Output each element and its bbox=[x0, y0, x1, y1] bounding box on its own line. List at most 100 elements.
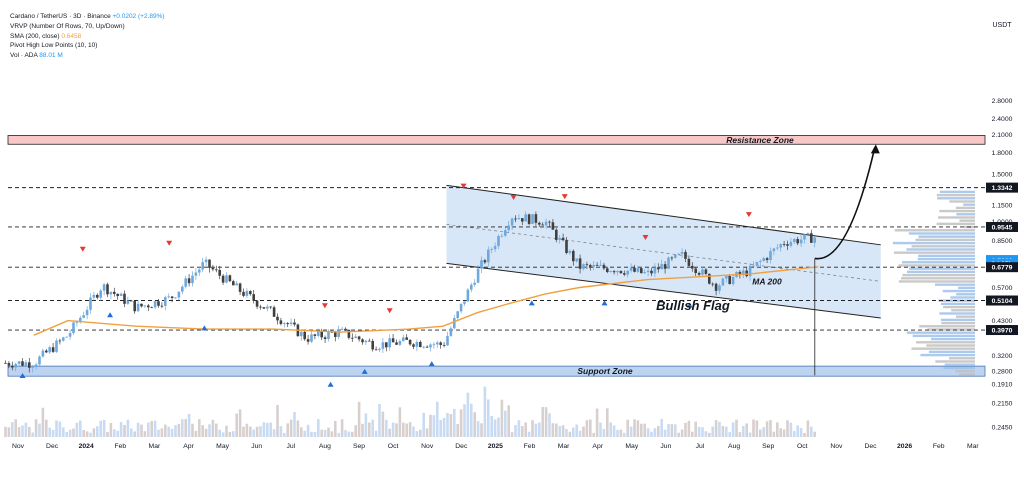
candle-body bbox=[554, 229, 558, 240]
volume-bar bbox=[677, 432, 680, 437]
volume-bar bbox=[531, 420, 534, 437]
candle bbox=[388, 334, 391, 351]
chart-legend: Cardano / TetherUS · 3D · Binance +0.020… bbox=[10, 12, 165, 61]
candle-body bbox=[707, 273, 711, 284]
candle-body bbox=[595, 264, 599, 266]
candle-body bbox=[401, 337, 405, 342]
candle-body bbox=[228, 275, 232, 282]
candle-body bbox=[194, 272, 198, 276]
candle-body bbox=[109, 291, 113, 295]
volume-bar bbox=[364, 413, 368, 437]
volume-bar bbox=[432, 415, 436, 437]
volume-bar bbox=[333, 420, 337, 437]
volume-bar bbox=[480, 423, 483, 437]
volume-bar bbox=[119, 422, 123, 437]
volume-bar bbox=[109, 423, 113, 437]
volume-bar bbox=[221, 432, 225, 437]
candle-body bbox=[643, 272, 646, 274]
candle-body bbox=[55, 340, 58, 352]
candle bbox=[775, 243, 779, 251]
candle-body bbox=[384, 342, 388, 348]
y-tick-label: 0.3200 bbox=[992, 353, 1013, 360]
pivot-low-marker bbox=[686, 302, 693, 308]
candle bbox=[344, 327, 347, 331]
candle-body bbox=[41, 350, 45, 357]
candle-body bbox=[218, 269, 221, 276]
price-tag-label: 0.6779 bbox=[992, 265, 1013, 272]
candle bbox=[89, 293, 92, 314]
volume-bar bbox=[197, 419, 201, 437]
volume-bar bbox=[129, 428, 133, 437]
volume-profile-bar bbox=[938, 216, 975, 219]
volume-profile-bar bbox=[955, 206, 975, 210]
candle bbox=[748, 262, 752, 281]
candle-body bbox=[490, 249, 493, 250]
candle bbox=[163, 295, 167, 311]
candle-body bbox=[711, 283, 714, 285]
x-tick-label: Feb bbox=[114, 443, 126, 450]
legend-volume-row[interactable]: Vol · ADA 88.01 M bbox=[10, 51, 165, 61]
volume-profile-bar bbox=[894, 229, 975, 232]
volume-bar bbox=[680, 429, 684, 437]
candle-body bbox=[102, 284, 106, 291]
candle-body bbox=[106, 284, 109, 295]
ma200-label: MA 200 bbox=[752, 277, 782, 287]
symbol-title[interactable]: Cardano / TetherUS · 3D · Binance bbox=[10, 13, 111, 20]
candle bbox=[160, 302, 164, 309]
candle bbox=[500, 233, 504, 238]
candle bbox=[483, 258, 487, 265]
volume-bar bbox=[663, 429, 667, 437]
volume-profile-bar bbox=[956, 293, 975, 296]
pivot-low-marker bbox=[361, 368, 368, 374]
candle-body bbox=[48, 347, 51, 353]
candle-body bbox=[7, 363, 11, 366]
volume-bar bbox=[792, 431, 796, 437]
volume-bar bbox=[762, 427, 765, 437]
candle bbox=[405, 334, 408, 340]
candle bbox=[269, 306, 272, 310]
volume-bar bbox=[350, 431, 354, 437]
volume-bar bbox=[293, 411, 296, 437]
volume-bar bbox=[578, 430, 582, 437]
candle-body bbox=[126, 300, 130, 304]
candle-body bbox=[558, 237, 561, 240]
candle bbox=[119, 292, 123, 297]
volume-bar bbox=[738, 432, 742, 437]
price-change: +0.0202 (+2.89%) bbox=[112, 13, 165, 20]
volume-bar bbox=[452, 408, 456, 437]
candle-body bbox=[694, 268, 697, 273]
volume-bar bbox=[313, 431, 317, 437]
legend-sma-row[interactable]: SMA (200, close) 0.6458 bbox=[10, 32, 165, 42]
candle-body bbox=[677, 253, 680, 255]
candle-body bbox=[201, 262, 204, 270]
candle-body bbox=[303, 331, 306, 340]
candle bbox=[299, 329, 303, 341]
volume-profile-bar bbox=[898, 280, 975, 283]
x-tick-label: May bbox=[625, 443, 638, 450]
candle-body bbox=[633, 267, 636, 272]
volume-bar bbox=[150, 421, 153, 437]
candle bbox=[143, 305, 147, 309]
candle bbox=[497, 234, 500, 250]
candle bbox=[728, 274, 731, 285]
volume-bar bbox=[214, 423, 218, 437]
volume-bar bbox=[225, 425, 228, 437]
volume-bar bbox=[85, 431, 89, 437]
candle-body bbox=[537, 222, 541, 225]
candle bbox=[276, 313, 279, 325]
candle-body bbox=[412, 344, 415, 347]
volume-profile-bar bbox=[950, 296, 975, 299]
legend-pivot[interactable]: Pivot High Low Points (10, 10) bbox=[10, 42, 98, 50]
candle bbox=[741, 266, 745, 279]
legend-volume-label: Vol · ADA bbox=[10, 52, 38, 60]
legend-vrvp[interactable]: VRVP (Number Of Rows, 70, Up/Down) bbox=[10, 22, 125, 30]
candle bbox=[432, 341, 436, 349]
candle bbox=[653, 263, 657, 277]
legend-sma-value: 0.6458 bbox=[61, 32, 82, 40]
volume-profile-bar bbox=[949, 200, 975, 203]
candle bbox=[44, 349, 48, 354]
y-tick-label: 2.1000 bbox=[992, 132, 1013, 139]
